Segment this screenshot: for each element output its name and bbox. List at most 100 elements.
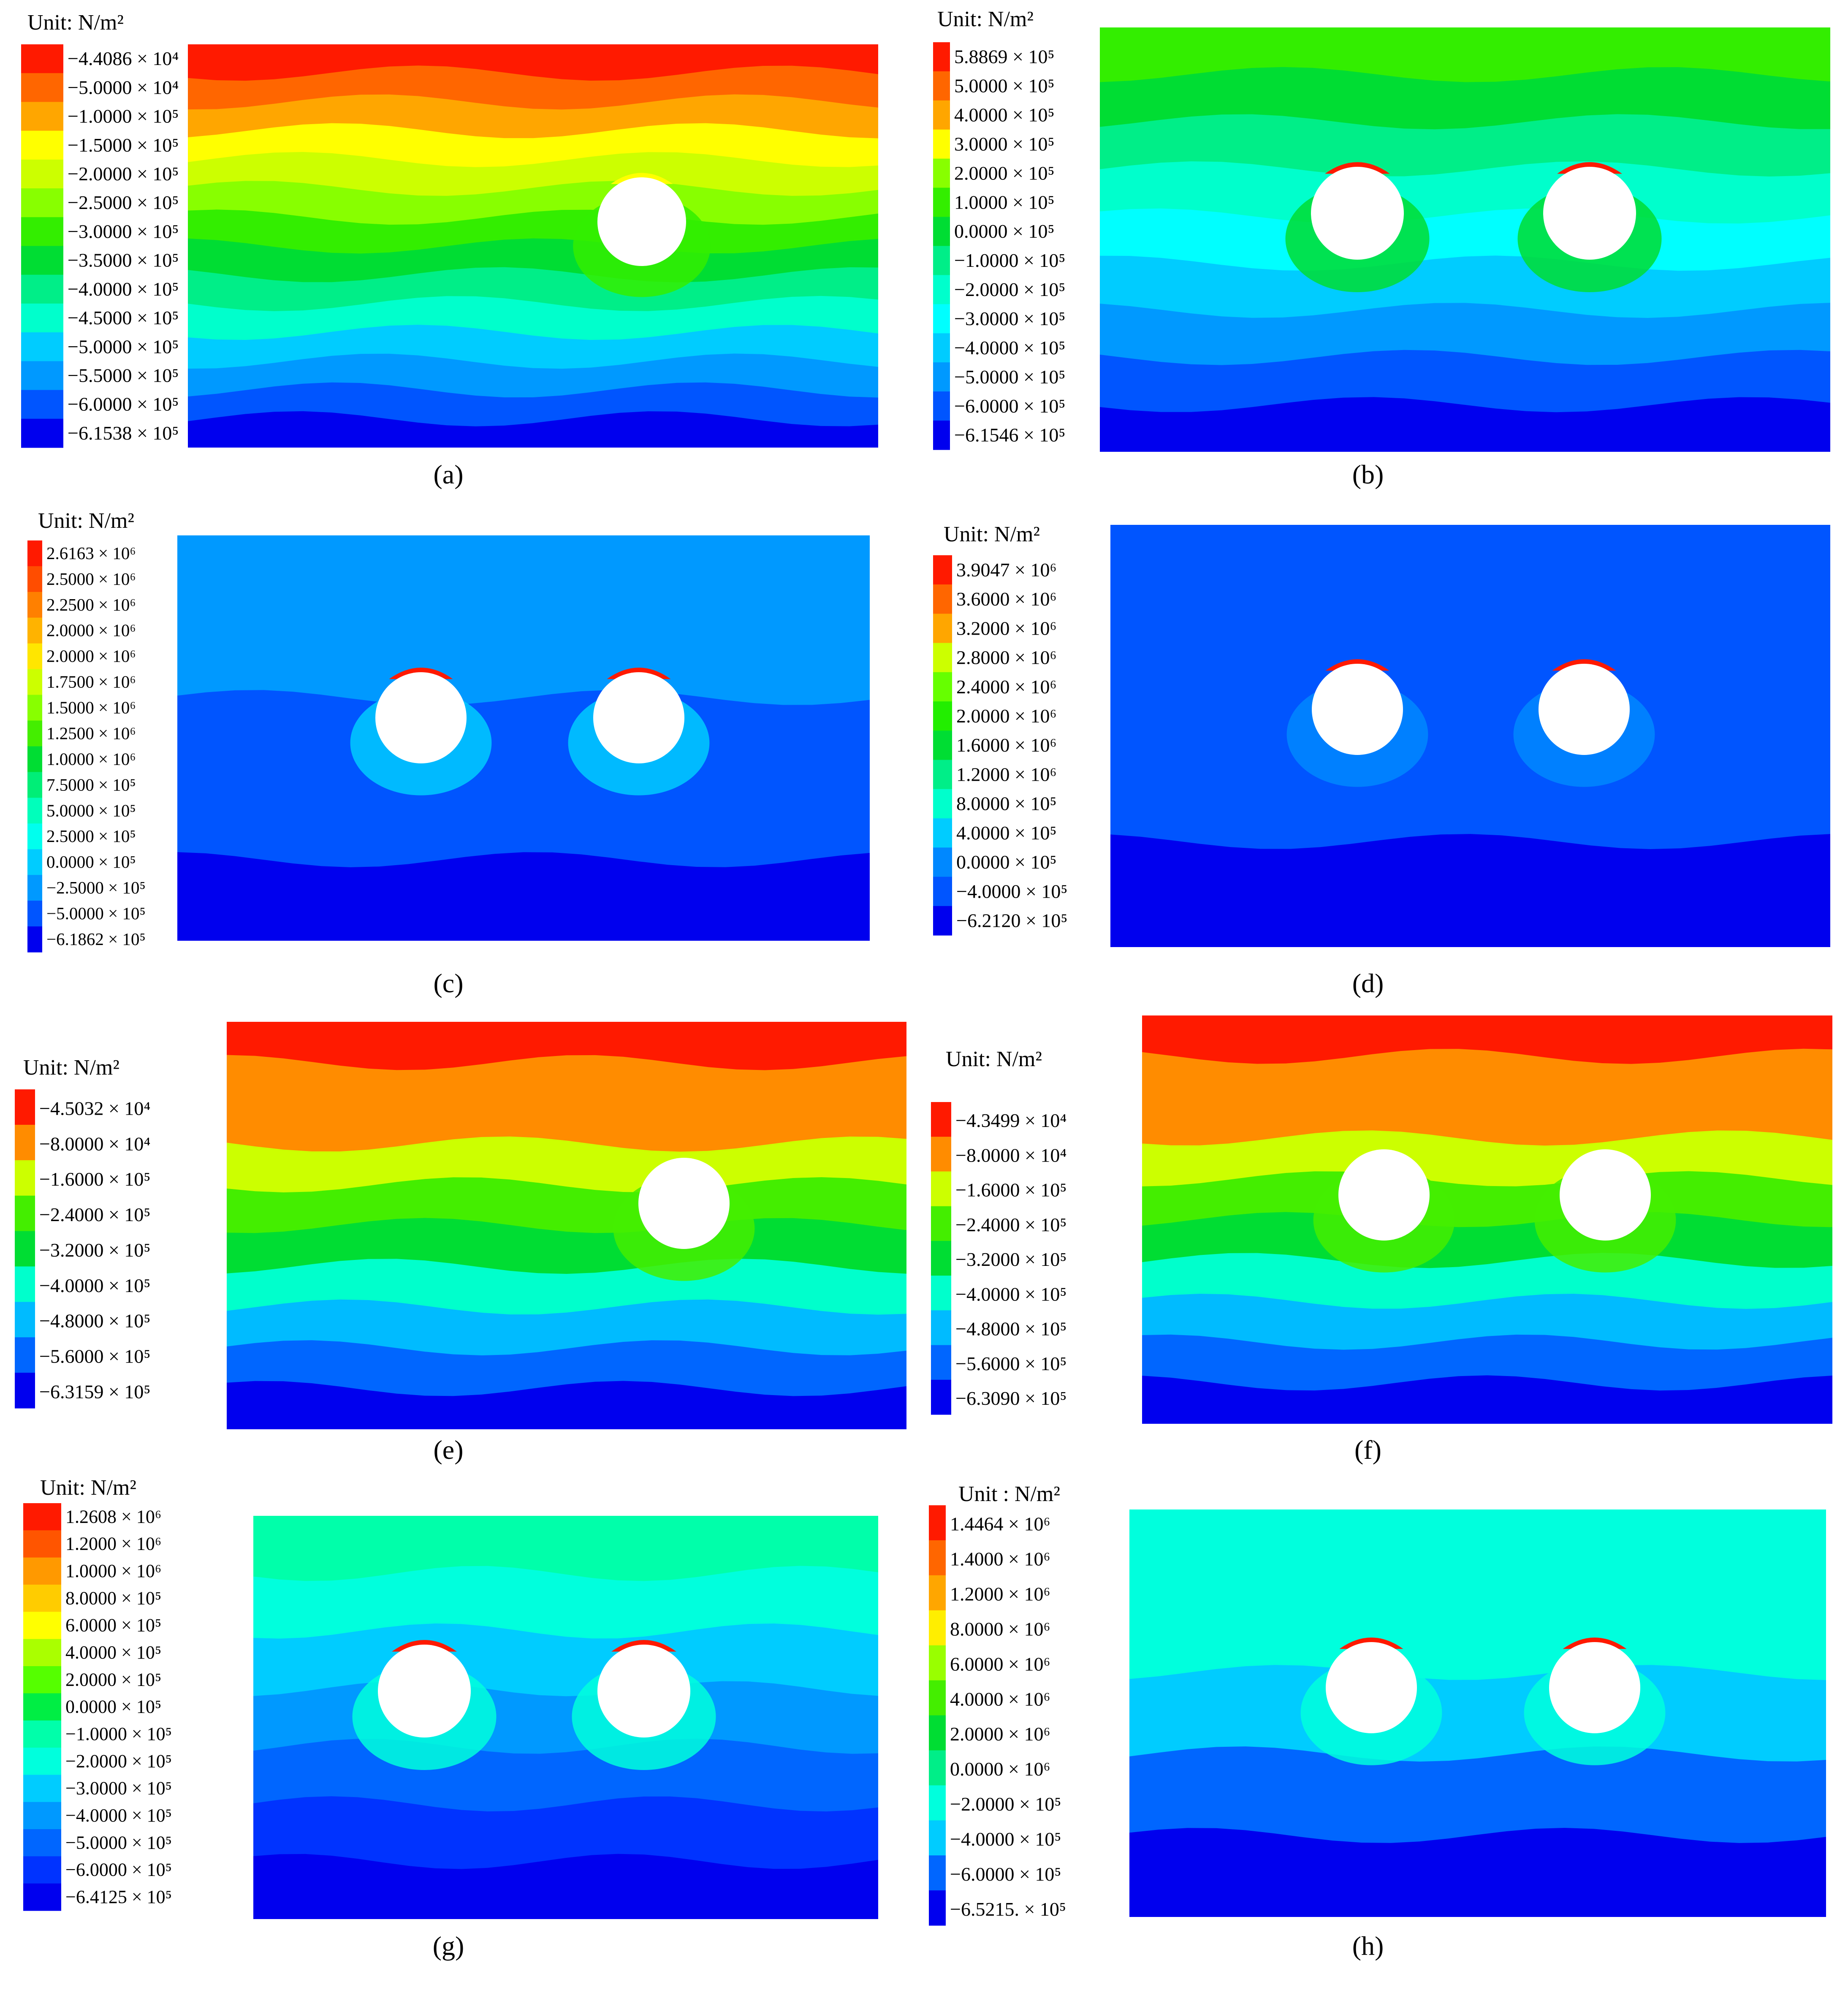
legend-swatch (21, 217, 63, 247)
legend-label: −2.4000 × 10⁵ (39, 1204, 150, 1225)
legend-swatch (929, 1715, 946, 1751)
legend-swatch (933, 129, 950, 159)
legend-swatch (933, 789, 952, 819)
legend-swatch (21, 44, 63, 73)
legend-label: −1.5000 × 10⁵ (68, 134, 179, 156)
legend-swatch (27, 720, 42, 747)
legend-label: −3.0000 × 10⁵ (65, 1778, 172, 1799)
legend-label: 1.0000 × 10⁶ (46, 749, 136, 768)
legend-label: −2.0000 × 10⁵ (954, 279, 1065, 300)
legend-label: 1.6000 × 10⁶ (956, 734, 1056, 756)
tunnel-hole (593, 672, 684, 763)
legend-label: 7.5000 × 10⁵ (46, 775, 136, 794)
legend-label: 6.0000 × 10⁵ (65, 1615, 161, 1636)
legend-label: −6.1862 × 10⁵ (46, 929, 146, 949)
legend-swatch (23, 1748, 61, 1775)
legend-swatch (929, 1575, 946, 1611)
legend-swatch (23, 1775, 61, 1803)
legend-label: 0.0000 × 10⁶ (950, 1758, 1050, 1780)
unit-label: Unit: N/m² (23, 1056, 119, 1080)
legend-label: −4.0000 × 10⁵ (956, 880, 1067, 902)
legend-swatch (929, 1820, 946, 1856)
legend-label: 0.0000 × 10⁵ (954, 220, 1054, 242)
unit-label: Unit: N/m² (937, 7, 1034, 31)
contour-band (227, 1381, 906, 1429)
tunnel-hole (1560, 1149, 1651, 1241)
legend-swatch (933, 847, 952, 877)
legend-swatch (23, 1829, 61, 1857)
legend-label: 2.0000 × 10⁵ (954, 162, 1054, 184)
tunnel-hole (597, 177, 686, 266)
legend-label: −6.3090 × 10⁵ (955, 1387, 1066, 1409)
legend-label: 4.0000 × 10⁵ (65, 1642, 161, 1663)
legend-swatch (27, 901, 42, 927)
legend-label: 8.0000 × 10⁵ (956, 793, 1056, 814)
legend-label: 1.2000 × 10⁶ (956, 764, 1056, 785)
legend-label: −2.5000 × 10⁵ (68, 192, 179, 213)
panel-e: −4.5032 × 10⁴ −8.0000 × 10⁴ −1.6000 × 10⁵ −… (15, 1022, 906, 1465)
legend-label: 8.0000 × 10⁵ (65, 1588, 161, 1608)
legend-swatch (23, 1720, 61, 1748)
legend-swatch (15, 1089, 35, 1125)
legend-swatch (933, 217, 950, 247)
legend-swatch (23, 1585, 61, 1612)
panel-caption: (c) (433, 968, 463, 998)
contour-band (1100, 397, 1830, 452)
legend-label: −4.0000 × 10⁵ (954, 337, 1065, 358)
legend-label: −2.0000 × 10⁵ (68, 163, 179, 185)
legend-label: −5.0000 × 10⁵ (68, 336, 179, 357)
panel-d: 3.9047 × 10⁶ 3.6000 × 10⁶ 3.2000 × 10⁶ 2.80… (933, 522, 1830, 998)
legend-swatch (21, 332, 63, 361)
legend-swatch (933, 906, 952, 936)
legend-swatch (21, 361, 63, 391)
legend-swatch (933, 818, 952, 848)
legend-swatch (21, 102, 63, 131)
legend-label: −6.3159 × 10⁵ (39, 1381, 150, 1403)
legend-label: −5.0000 × 10⁴ (68, 76, 179, 98)
legend-swatch (23, 1557, 61, 1585)
unit-label: Unit: N/m² (27, 11, 124, 35)
legend-label: −4.0000 × 10⁵ (39, 1275, 150, 1296)
legend-label: −5.5000 × 10⁵ (68, 365, 179, 386)
legend-swatch (929, 1610, 946, 1646)
legend-label: 2.5000 × 10⁵ (46, 826, 136, 846)
legend-swatch (27, 540, 42, 567)
panel-b: 5.8869 × 10⁵ 5.0000 × 10⁵ 4.0000 × 10⁵ 3.00… (933, 7, 1830, 489)
legend-swatch (933, 701, 952, 731)
contour-plot-d (1110, 525, 1830, 947)
panel-h: 1.4464 × 10⁶ 1.4000 × 10⁶ 1.2000 × 10⁶ 8.00… (929, 1482, 1826, 1961)
contour-plot-e (227, 1022, 906, 1429)
legend-label: 2.0000 × 10⁵ (65, 1669, 161, 1690)
legend-label: −6.0000 × 10⁵ (68, 394, 179, 415)
legend-swatch (21, 73, 63, 102)
legend-swatch (15, 1160, 35, 1196)
legend-label: 1.2608 × 10⁶ (65, 1506, 161, 1527)
legend-label: −6.0000 × 10⁵ (65, 1860, 172, 1880)
legend-swatch (15, 1337, 35, 1373)
legend-swatch (21, 188, 63, 217)
legend-label: −5.0000 × 10⁵ (65, 1832, 172, 1853)
panel-caption: (g) (433, 1931, 464, 1961)
contour-band (253, 1854, 878, 1919)
legend-swatch (27, 566, 42, 592)
panel-caption: (b) (1352, 459, 1384, 489)
legend-swatch (15, 1373, 35, 1409)
legend-label: −4.3499 × 10⁴ (955, 1110, 1066, 1131)
legend-swatch (21, 303, 63, 333)
legend-swatch (27, 669, 42, 695)
panel-caption: (d) (1352, 968, 1384, 998)
legend-label: −6.4125 × 10⁵ (65, 1887, 172, 1907)
legend-label: −3.2000 × 10⁵ (955, 1249, 1066, 1270)
panel-caption: (a) (433, 459, 463, 489)
legend-label: 6.0000 × 10⁶ (950, 1653, 1050, 1675)
legend-swatch (15, 1195, 35, 1232)
legend-label: −4.5000 × 10⁵ (68, 307, 179, 328)
legend-label: −1.6000 × 10⁵ (39, 1168, 150, 1190)
tunnel-hole (597, 1645, 690, 1738)
legend-label: −2.4000 × 10⁵ (955, 1214, 1066, 1235)
legend-label: 1.2000 × 10⁶ (950, 1583, 1050, 1605)
legend-swatch (23, 1802, 61, 1830)
legend-swatch (23, 1612, 61, 1640)
legend-label: 2.4000 × 10⁶ (956, 676, 1056, 698)
legend-swatch (929, 1645, 946, 1681)
